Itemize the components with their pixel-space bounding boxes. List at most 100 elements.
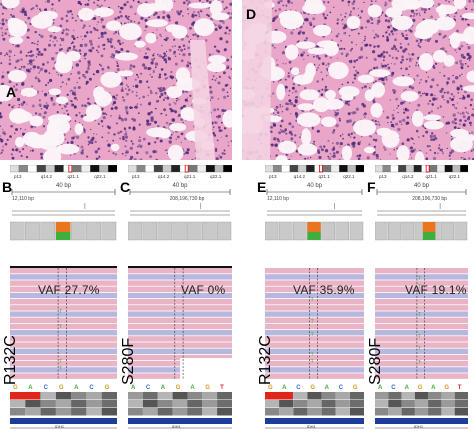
- reference-base: G: [205, 385, 210, 391]
- coverage-track: [375, 220, 468, 242]
- ruler-coordinate: 12,110 bp: [267, 196, 289, 202]
- vaf-label: VAF 35.9%: [293, 283, 355, 297]
- reference-base: A: [431, 385, 436, 391]
- panel-label-d: D: [246, 6, 256, 22]
- ruler: 40 bp 208,196,730 bp: [128, 183, 232, 217]
- gene-name: IDH1: [172, 424, 181, 429]
- reference-base: T: [458, 385, 462, 391]
- reference-base: C: [339, 385, 344, 391]
- ideogram-band-label: q22.1: [343, 174, 355, 179]
- chromosome-ideogram: p13 q14.2 q21.1 q22.1: [375, 165, 468, 179]
- ideogram-band-label: q21.1: [184, 174, 196, 179]
- reference-base: A: [74, 385, 79, 391]
- histology-image-d: [242, 0, 474, 160]
- chromosome-ideogram: p13 q14.2 q21.1 q22.1: [128, 165, 232, 179]
- histology-panel-a: A: [0, 0, 232, 160]
- reference-base: A: [190, 385, 195, 391]
- reference-base: C: [146, 385, 151, 391]
- reference-base: G: [105, 385, 110, 391]
- mismatch-base: T: [311, 332, 314, 338]
- reference-base: A: [405, 385, 410, 391]
- ideogram-band-label: q14.2: [158, 174, 170, 179]
- ruler-span-label: 40 bp: [10, 183, 117, 189]
- mismatch-base: T: [418, 312, 421, 318]
- reference-base: C: [296, 385, 301, 391]
- ruler: 40 bp 12,110 bp: [265, 183, 364, 217]
- gene-name: IDH1: [307, 424, 316, 429]
- ideogram-band-label: q21.1: [319, 174, 331, 179]
- ruler: 40 bp 208,196,730 bp: [375, 183, 468, 217]
- ruler-coordinate: 12,110 bp: [12, 196, 34, 202]
- mismatch-base: T: [59, 366, 62, 372]
- histology-image-a: [0, 0, 232, 160]
- ideogram-band-label: q14.2: [41, 174, 53, 179]
- ruler-coordinate: 208,196,730 bp: [170, 196, 205, 202]
- chromosome-ideogram: p13 q14.2 q21.1 q22.1: [265, 165, 364, 179]
- mismatch-base: T: [311, 297, 314, 303]
- ideogram-band-label: q14.2: [402, 174, 414, 179]
- ideogram-band-label: p13: [269, 174, 277, 179]
- reference-base: G: [268, 385, 273, 391]
- vaf-label: VAF 0%: [181, 283, 225, 297]
- coverage-track: [10, 220, 117, 242]
- gene-name: IDH1: [414, 424, 423, 429]
- reference-base: C: [44, 385, 49, 391]
- ideogram-band-label: q14.2: [294, 174, 306, 179]
- reference-base: G: [310, 385, 315, 391]
- mismatch-base: T: [418, 334, 421, 340]
- reference-base: G: [176, 385, 181, 391]
- panel-label-a: A: [6, 84, 16, 100]
- ruler-coordinate: 208,196,730 bp: [412, 196, 447, 202]
- coverage-track: [265, 220, 364, 242]
- reference-base: G: [418, 385, 423, 391]
- ideogram-band-label: q22.1: [210, 174, 222, 179]
- mismatch-base: T: [418, 346, 421, 352]
- sequence-gene-track: A C A G A G T IDH1: [128, 382, 232, 430]
- mutation-label: S280F: [120, 338, 138, 385]
- mutation-label: R132C: [257, 335, 275, 385]
- reference-base: C: [89, 385, 94, 391]
- histology-panel-d: D: [242, 0, 474, 160]
- reference-base: A: [131, 385, 136, 391]
- coverage-track: [128, 220, 232, 242]
- mutation-label: S280F: [367, 338, 385, 385]
- vaf-label: VAF 27.7%: [38, 283, 100, 297]
- mismatch-base: T: [418, 276, 421, 282]
- reference-base: T: [220, 385, 224, 391]
- ideogram-band-label: q22.1: [449, 174, 461, 179]
- mismatch-base: T: [311, 319, 314, 325]
- reference-base: G: [13, 385, 18, 391]
- mismatch-base: T: [418, 360, 421, 366]
- ruler-span-label: 40 bp: [265, 183, 364, 189]
- ideogram-band-label: q21.1: [426, 174, 438, 179]
- reference-base: A: [161, 385, 166, 391]
- ideogram-band-label: q22.1: [94, 174, 106, 179]
- vaf-label: VAF 19.1%: [405, 283, 467, 297]
- ideogram-band-label: p13: [132, 174, 140, 179]
- reference-base: G: [353, 385, 358, 391]
- reference-base: A: [325, 385, 330, 391]
- ruler-span-label: 40 bp: [375, 183, 468, 189]
- sequence-gene-track: G A C G A C G IDH1: [265, 382, 364, 430]
- ideogram-band-label: p13: [14, 174, 22, 179]
- reference-base: A: [282, 385, 287, 391]
- reference-base: G: [444, 385, 449, 391]
- gene-name: IDH1: [55, 424, 64, 429]
- mismatch-base: T: [59, 324, 62, 330]
- mismatch-base: T: [59, 309, 62, 315]
- ruler: 40 bp 12,110 bp: [10, 183, 117, 217]
- mismatch-base: T: [59, 359, 62, 365]
- mutation-label: R132C: [2, 335, 20, 385]
- mismatch-base: T: [311, 359, 314, 365]
- ideogram-band-label: p13: [379, 174, 387, 179]
- reference-base: A: [378, 385, 383, 391]
- ruler-span-label: 40 bp: [128, 183, 232, 189]
- reference-base: G: [59, 385, 64, 391]
